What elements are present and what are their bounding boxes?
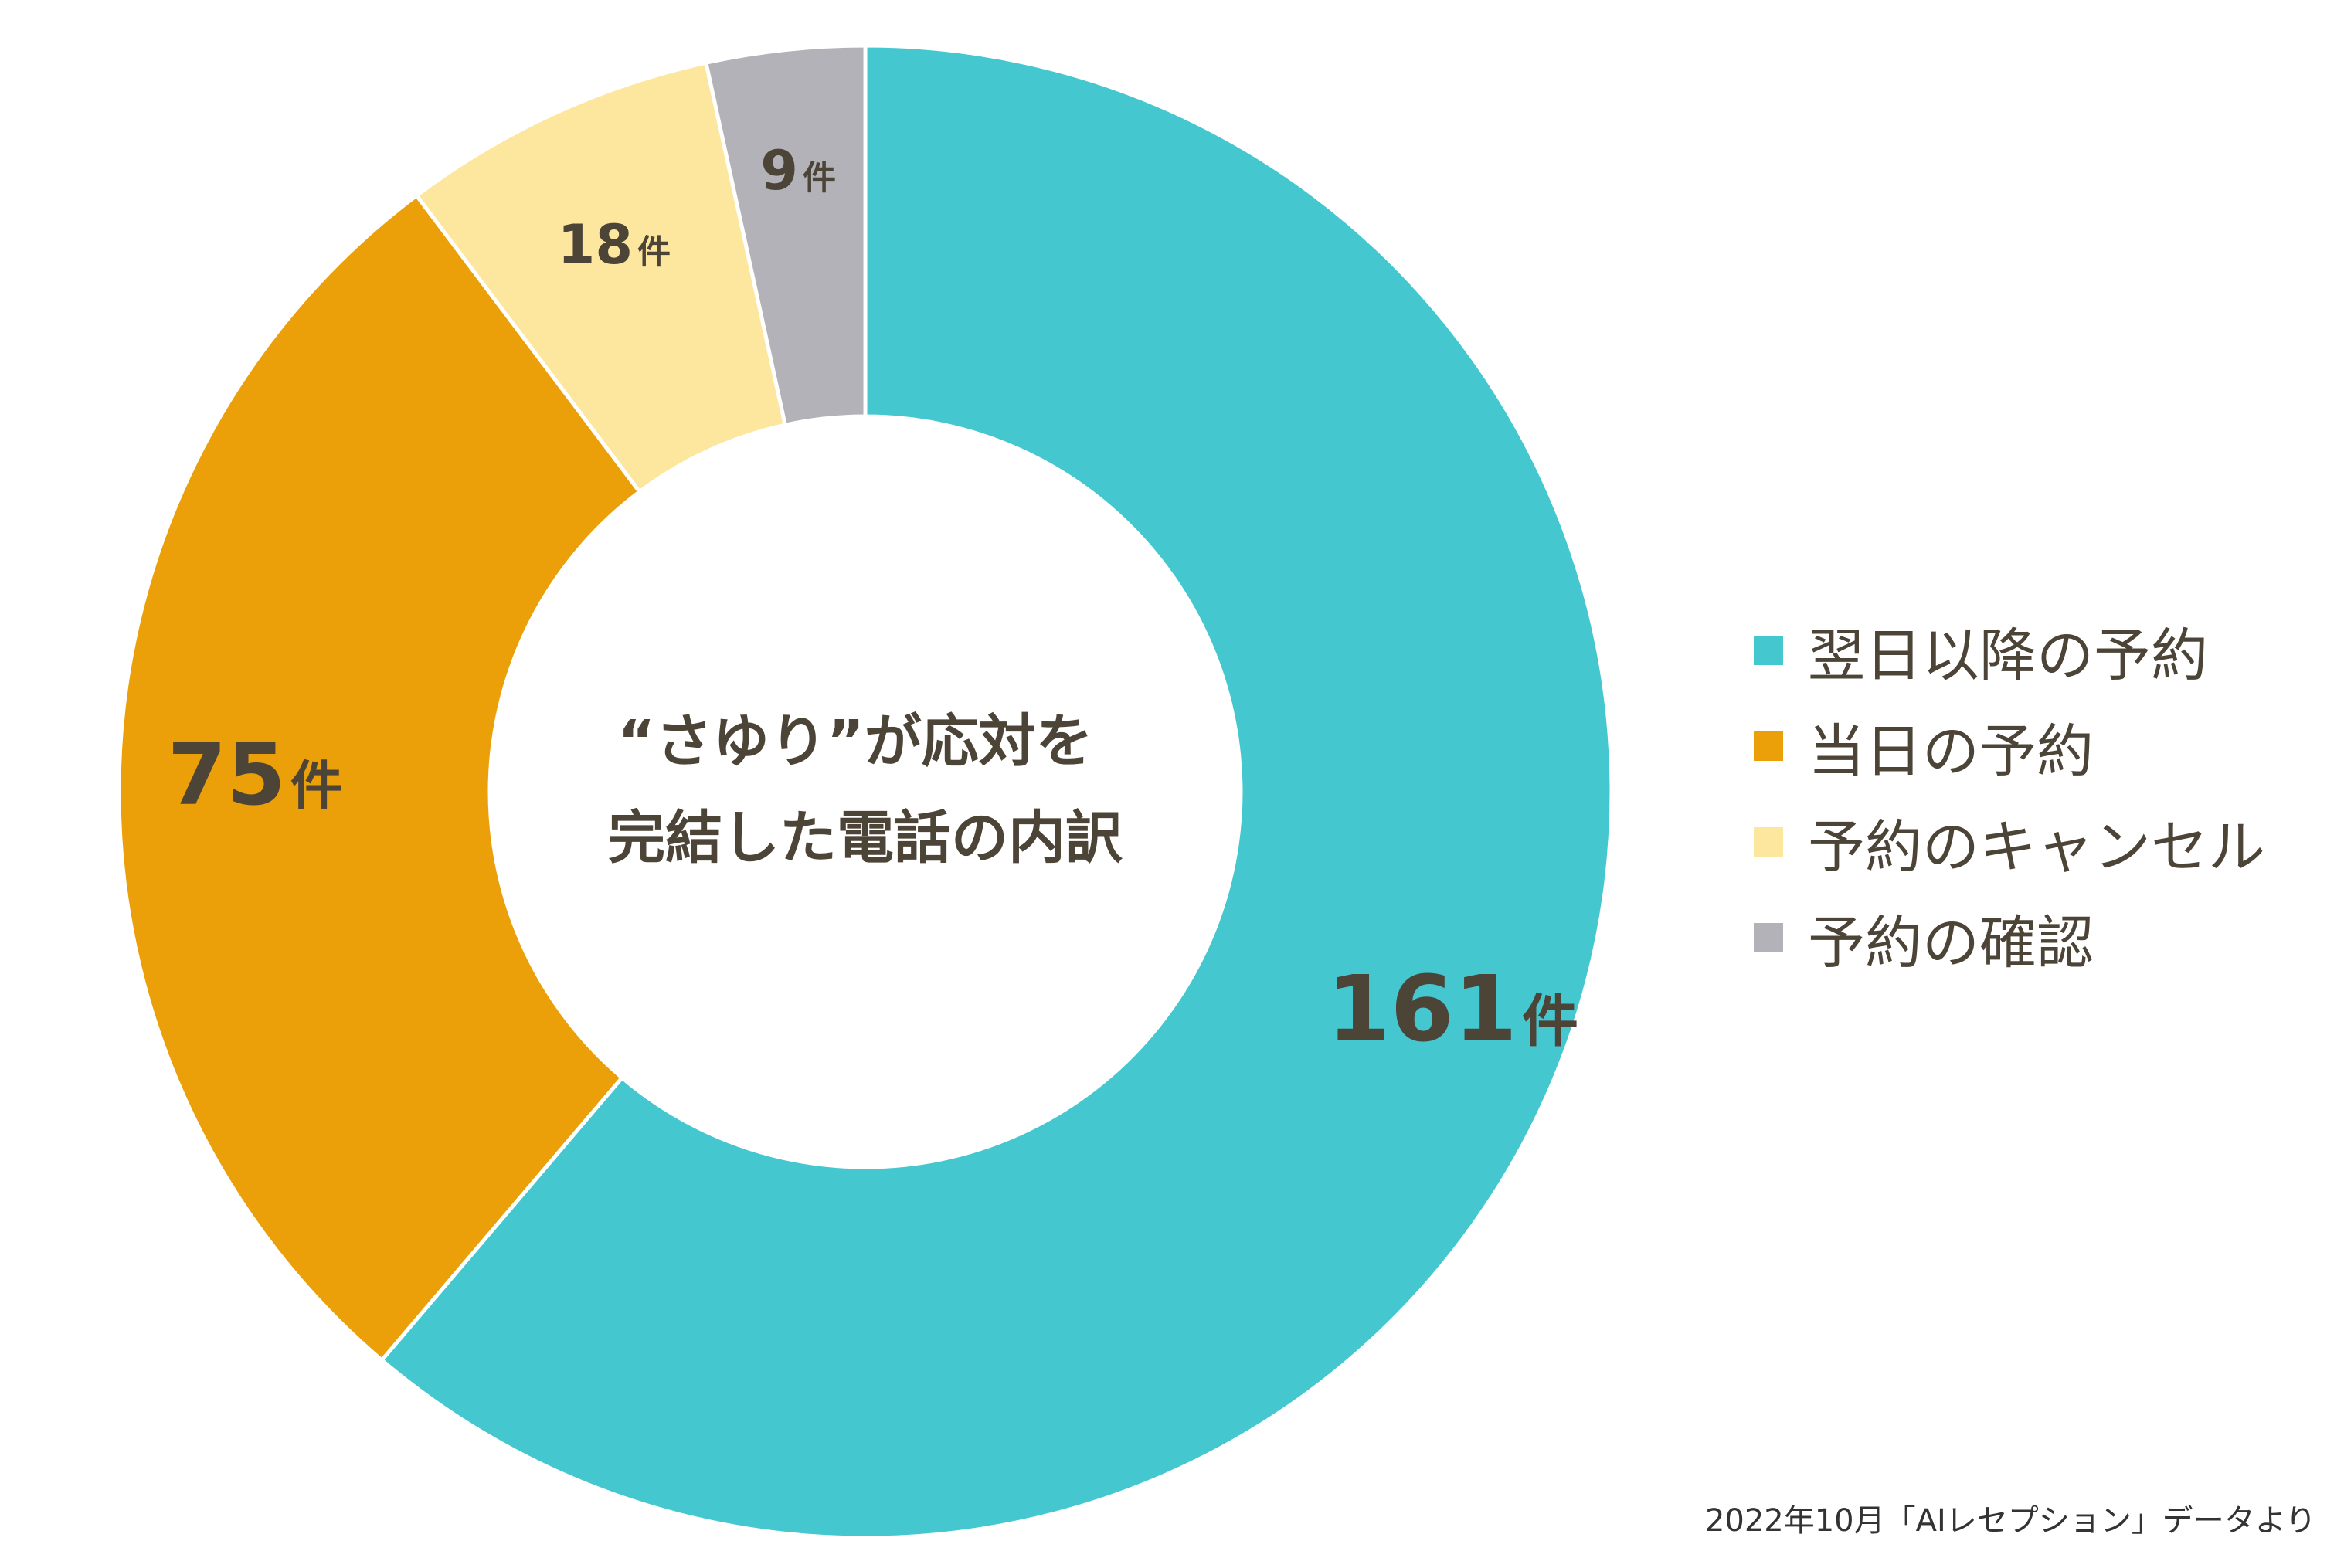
legend-item: 翌日以降の予約 — [1754, 602, 2325, 698]
donut-slice — [413, 60, 788, 495]
chart-title-line-1: “さゆり”が応対を — [617, 708, 1092, 775]
legend-swatch — [1754, 923, 1783, 952]
data-label: 75件 — [168, 725, 343, 824]
chart-title: “さゆり”が応対を 完結した電話の内訳 — [608, 708, 1123, 871]
data-label: 18 件 — [558, 213, 671, 277]
legend-swatch — [1754, 731, 1783, 761]
donut-slice — [117, 192, 643, 1363]
legend-label: 予約のキャンセル — [1808, 813, 2265, 881]
donut-slice — [703, 43, 868, 428]
donut-slice — [379, 43, 1614, 1540]
legend-swatch — [1754, 636, 1783, 665]
donut-slices — [117, 43, 1614, 1540]
legend-label: 予約の確認 — [1808, 909, 2094, 976]
legend-swatch — [1754, 827, 1783, 857]
legend-item: 予約の確認 — [1754, 890, 2325, 986]
legend-label: 翌日以降の予約 — [1808, 622, 2208, 689]
source-note: 2022年10月「AIレセプション」データより — [1704, 1503, 2316, 1539]
donut-data-labels: 161件 75件 18 件 9 件 — [168, 139, 1578, 1062]
data-label: 161件 — [1327, 955, 1578, 1062]
legend-item: 予約のキャンセル — [1754, 794, 2325, 890]
legend-item: 当日の予約 — [1754, 698, 2325, 794]
chart-title-line-2: 完結した電話の内訳 — [608, 805, 1123, 871]
legend-label: 当日の予約 — [1808, 718, 2094, 785]
chart-legend: 翌日以降の予約 当日の予約 予約のキャンセル 予約の確認 — [1754, 602, 2325, 986]
